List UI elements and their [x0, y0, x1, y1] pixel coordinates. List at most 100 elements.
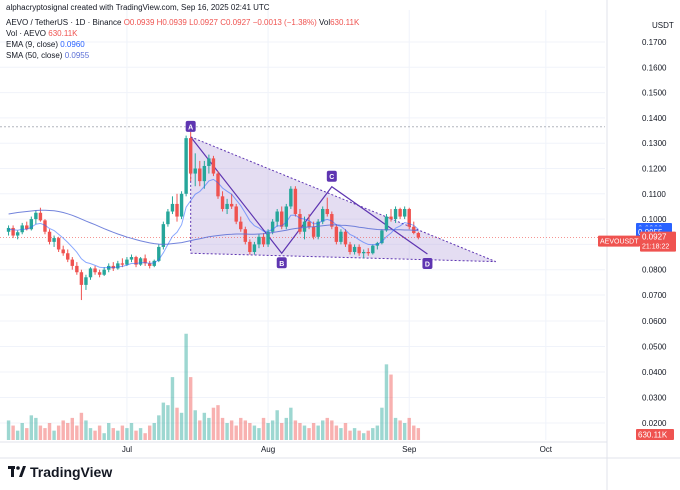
volume-bar: [234, 425, 238, 440]
candle-body: [34, 212, 38, 220]
candle-body: [61, 249, 65, 254]
volume-bar: [389, 374, 393, 440]
volume-bar: [47, 423, 52, 440]
volume-bar: [307, 428, 311, 440]
pattern-label-c: C: [329, 174, 334, 181]
vol-line-value: 630.11K: [48, 29, 78, 38]
pattern-label-a: A: [188, 124, 193, 131]
volume-bar: [366, 430, 370, 440]
volume-bar: [107, 423, 111, 440]
volume-bar: [270, 420, 275, 440]
symbol-tag: AEVOUSDT: [600, 239, 639, 246]
volume-bars: [6, 333, 421, 440]
volume-bar: [216, 405, 220, 440]
candle-body: [352, 246, 357, 252]
volume-bar: [243, 420, 248, 440]
sma-value: 0.0955: [64, 51, 90, 60]
candle-body: [257, 236, 261, 245]
symbol-line: AEVO / TetherUS · 1D · Binance: [6, 18, 122, 27]
candle-body: [75, 265, 79, 273]
volume-bar: [330, 420, 334, 440]
volume-bar: [280, 423, 284, 440]
volume-bar: [125, 428, 129, 440]
candle-body: [102, 269, 106, 275]
volume-bar: [284, 417, 288, 440]
volume-bar: [143, 433, 147, 440]
volume-bar: [220, 417, 225, 440]
sma-line: [8, 209, 419, 245]
volume-bar: [93, 430, 97, 440]
candle-body: [161, 224, 166, 247]
candle-body: [316, 221, 320, 237]
price-tick-label: 0.1700: [642, 38, 667, 47]
candle-body: [357, 246, 361, 254]
volume-bar: [302, 425, 307, 440]
volume-bar: [193, 410, 197, 440]
candle-body: [56, 238, 61, 250]
vol-label: Vol: [318, 18, 331, 27]
candle-body: [280, 211, 284, 227]
price-tick-label: 0.0700: [642, 291, 667, 300]
price-tick-label: 0.1200: [642, 165, 667, 174]
volume-bar: [20, 423, 24, 440]
last-price-tag-bg: [640, 231, 676, 252]
volume-bar: [352, 428, 357, 440]
volume-bar: [339, 428, 343, 440]
candle-body: [234, 206, 238, 222]
pattern-label-d-badge: [422, 258, 433, 270]
volume-bar: [248, 423, 252, 440]
candle-body: [393, 208, 398, 220]
currency-label: USDT: [652, 21, 674, 30]
volume-bar: [6, 420, 11, 440]
volume-bar: [334, 425, 339, 440]
candle-body: [207, 158, 211, 166]
volume-bar: [384, 364, 389, 440]
sma-legend: SMA (50, close) 0.0955: [6, 51, 89, 60]
candle-body: [239, 221, 243, 230]
volume-bar: [152, 423, 156, 440]
time-tick-label: Sep: [402, 445, 417, 454]
volume-bar: [157, 415, 161, 440]
candle-body: [129, 257, 134, 260]
candle-body: [229, 203, 234, 207]
candle-body: [138, 258, 143, 265]
volume-bar: [321, 420, 325, 440]
volume-bar: [179, 412, 184, 440]
volume-bar: [161, 402, 166, 440]
candle-body: [125, 259, 129, 265]
candle-body: [307, 221, 311, 227]
candle-body: [88, 268, 93, 278]
volume-tag: 630.11K: [638, 431, 668, 440]
tradingview-logo[interactable]: TradingView: [8, 464, 112, 480]
volume-bar: [134, 430, 138, 440]
volume-bar: [316, 425, 320, 440]
candle-body: [380, 230, 384, 244]
pattern-label-b-badge: [276, 257, 287, 269]
volume-tick-label: 0.0600: [642, 317, 667, 326]
volume-bar: [38, 425, 43, 440]
candle-body: [311, 226, 316, 237]
vol-line-label: Vol · AEVO: [6, 29, 47, 38]
candle-body: [225, 203, 229, 209]
pattern-label-c-badge: [326, 170, 337, 182]
candle-body: [384, 216, 389, 231]
candle-body: [43, 220, 47, 232]
volume-bar: [56, 425, 61, 440]
pattern-label-d: D: [425, 262, 430, 269]
volume-bar: [380, 407, 384, 440]
candle-body: [248, 241, 252, 252]
candle-body: [321, 208, 325, 222]
volume-bar: [416, 428, 421, 440]
candle-body: [407, 208, 411, 227]
candle-body: [261, 236, 266, 245]
time-tick-label: Aug: [261, 445, 275, 454]
candle-body: [179, 193, 184, 217]
time-axis: Jul Aug Sep Oct: [122, 445, 553, 454]
volume-bar: [325, 417, 329, 440]
volume-bar: [175, 407, 179, 440]
volume-bar: [34, 417, 38, 440]
tradingview-logo-icon: [8, 466, 26, 477]
volume-bar: [211, 407, 216, 440]
candle-body: [6, 227, 11, 232]
